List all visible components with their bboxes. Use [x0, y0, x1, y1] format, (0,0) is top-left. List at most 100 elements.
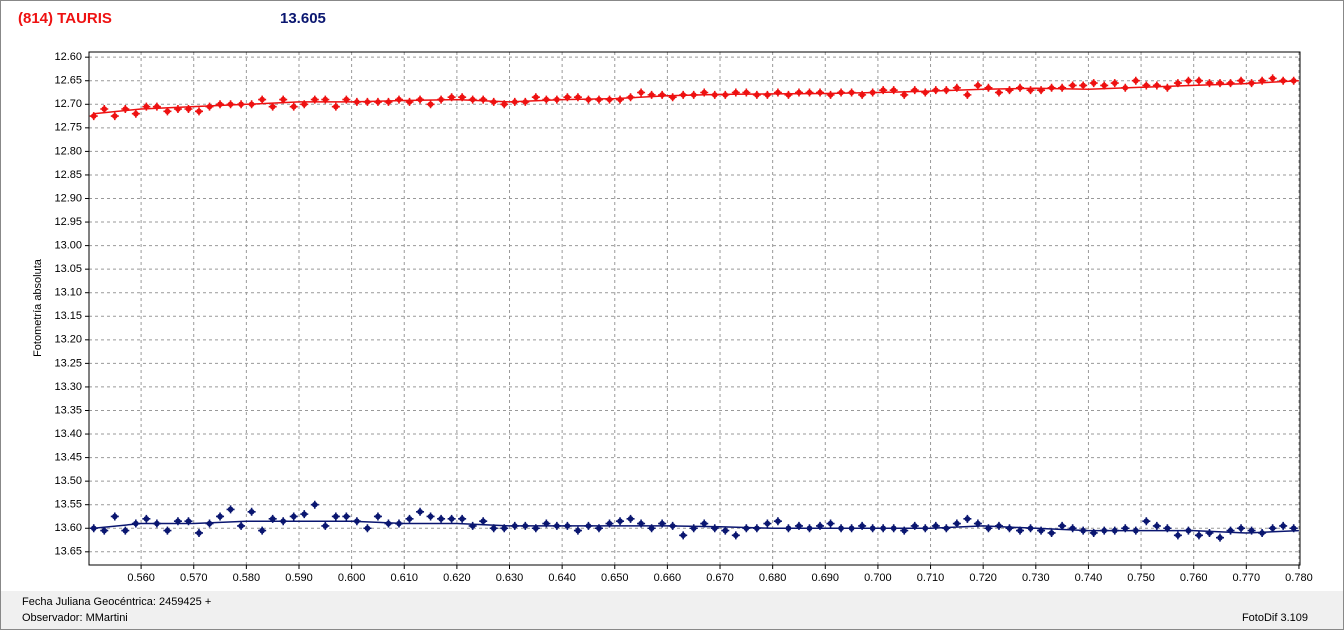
x-tick-label: 0.660	[654, 572, 682, 584]
y-tick-label: 12.65	[54, 75, 82, 87]
y-tick-label: 12.80	[54, 145, 82, 157]
y-tick-label: 13.00	[54, 240, 82, 252]
fit-line	[93, 79, 1299, 115]
data-point	[1079, 81, 1088, 90]
x-tick-label: 0.640	[548, 572, 576, 584]
y-tick-label: 13.20	[54, 334, 82, 346]
plot-frame	[88, 51, 1301, 566]
data-point	[100, 105, 109, 113]
data-point	[426, 100, 435, 109]
footer-text: Fecha Juliana Geocéntrica: 2459425 +	[22, 596, 211, 608]
data-point	[300, 510, 309, 519]
y-tick-label: 12.85	[54, 169, 82, 181]
x-tick-label: 0.680	[759, 572, 787, 584]
x-tick-label: 0.570	[180, 572, 208, 584]
y-tick-label: 12.95	[54, 216, 82, 228]
x-tick-label: 0.620	[443, 572, 471, 584]
data-point	[963, 90, 972, 99]
data-point	[763, 519, 772, 528]
data-point	[1173, 531, 1182, 540]
y-tick-label: 13.05	[54, 263, 82, 275]
data-point	[1268, 74, 1277, 83]
x-tick-label: 0.750	[1127, 572, 1155, 584]
x-tick-label: 0.590	[285, 572, 313, 584]
x-tick-label: 0.670	[706, 572, 734, 584]
x-tick-label: 0.650	[601, 572, 629, 584]
data-point	[1131, 76, 1140, 85]
data-point	[416, 507, 425, 516]
y-tick-label: 13.25	[54, 357, 82, 369]
footer-text: Observador: MMartini	[22, 612, 128, 624]
y-tick-label: 13.10	[54, 287, 82, 299]
data-point	[331, 512, 340, 521]
x-tick-label: 0.600	[338, 572, 366, 584]
y-tick-label: 13.45	[54, 452, 82, 464]
data-point	[1184, 76, 1193, 85]
data-point	[458, 514, 467, 523]
data-point	[163, 526, 172, 535]
chart-subtitle: 13.605	[280, 10, 326, 27]
data-point	[321, 521, 330, 530]
y-tick-label: 13.50	[54, 475, 82, 487]
y-tick-label: 13.35	[54, 404, 82, 416]
data-point	[826, 519, 835, 528]
data-point	[194, 528, 203, 537]
data-point	[573, 526, 582, 535]
data-point	[721, 526, 730, 535]
footer-panel	[1, 591, 1343, 629]
data-point	[426, 512, 435, 521]
x-tick-label: 0.580	[233, 572, 261, 584]
x-tick-label: 0.710	[917, 572, 945, 584]
fit-line	[93, 520, 1299, 534]
data-point	[616, 517, 625, 526]
data-point	[1068, 81, 1077, 90]
data-point	[1047, 528, 1056, 537]
data-point	[626, 514, 635, 523]
y-tick-label: 12.90	[54, 192, 82, 204]
y-tick-label: 13.30	[54, 381, 82, 393]
data-point	[994, 88, 1003, 97]
y-tick-label: 12.70	[54, 98, 82, 110]
data-point	[637, 88, 646, 97]
x-tick-label: 0.760	[1180, 572, 1208, 584]
data-point	[973, 81, 982, 90]
data-point	[110, 112, 119, 121]
data-point	[1194, 76, 1203, 85]
data-point	[373, 512, 382, 521]
data-point	[479, 517, 488, 526]
x-tick-label: 0.740	[1075, 572, 1103, 584]
data-point	[258, 526, 267, 535]
x-tick-label: 0.780	[1285, 572, 1313, 584]
data-point	[216, 512, 225, 521]
data-point	[447, 514, 456, 523]
x-tick-label: 0.630	[496, 572, 524, 584]
y-tick-label: 13.55	[54, 499, 82, 511]
x-tick-label: 0.770	[1233, 572, 1261, 584]
y-tick-label: 13.65	[54, 546, 82, 558]
data-point	[1216, 533, 1224, 542]
data-point	[163, 107, 172, 116]
data-point	[237, 521, 246, 530]
y-tick-label: 13.40	[54, 428, 82, 440]
data-point	[794, 521, 803, 530]
data-point	[226, 505, 235, 514]
data-point	[963, 514, 972, 523]
y-tick-label: 13.60	[54, 522, 82, 534]
data-point	[1110, 79, 1119, 88]
data-point	[331, 102, 340, 111]
x-tick-label: 0.720	[969, 572, 997, 584]
data-point	[910, 521, 919, 530]
data-point	[437, 514, 446, 523]
x-tick-label: 0.700	[864, 572, 892, 584]
data-point	[1237, 524, 1246, 533]
data-point	[1279, 521, 1288, 530]
data-point	[1058, 521, 1067, 530]
data-point	[184, 517, 193, 526]
chart-title: (814) TAURIS	[18, 10, 112, 27]
data-point	[194, 107, 203, 116]
footer-version: FotoDif 3.109	[1242, 612, 1308, 624]
data-point	[247, 507, 256, 516]
x-tick-label: 0.690	[812, 572, 840, 584]
